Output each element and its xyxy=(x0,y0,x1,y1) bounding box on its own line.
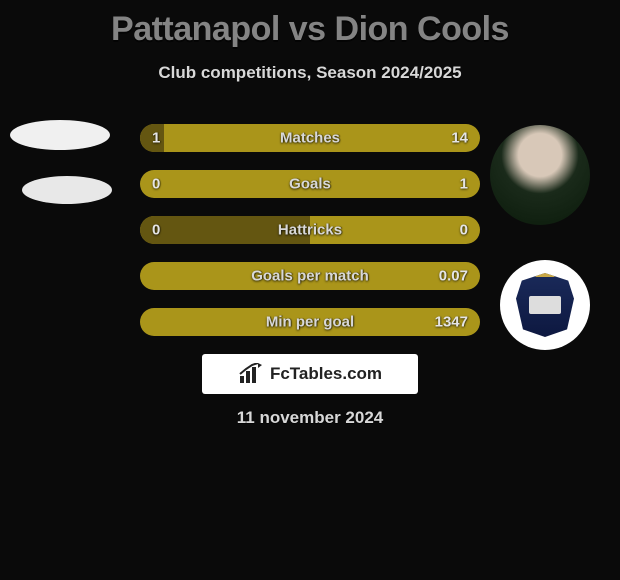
stats-container: 1Matches140Goals10Hattricks0Goals per ma… xyxy=(140,124,480,354)
stat-value-right: 1347 xyxy=(435,314,468,331)
stat-row: Min per goal1347 xyxy=(140,308,480,336)
player-left-avatar-placeholder-1 xyxy=(10,120,110,150)
stat-label: Hattricks xyxy=(140,222,480,239)
player-left-avatar-placeholder-2 xyxy=(22,176,112,204)
crest-shape xyxy=(516,273,574,337)
chart-icon xyxy=(238,363,264,385)
player-right-avatar xyxy=(490,125,590,225)
stat-label: Goals per match xyxy=(140,268,480,285)
crest-inner xyxy=(529,296,561,314)
branding-text: FcTables.com xyxy=(270,364,382,384)
subtitle: Club competitions, Season 2024/2025 xyxy=(0,63,620,83)
stat-row: Goals per match0.07 xyxy=(140,262,480,290)
stat-row: 0Goals1 xyxy=(140,170,480,198)
stat-label: Goals xyxy=(140,176,480,193)
stat-value-right: 1 xyxy=(460,176,468,193)
stat-value-right: 0.07 xyxy=(439,268,468,285)
date-text: 11 november 2024 xyxy=(0,408,620,428)
club-right-crest xyxy=(500,260,590,350)
page-title: Pattanapol vs Dion Cools xyxy=(0,0,620,49)
stat-value-right: 0 xyxy=(460,222,468,239)
stat-value-right: 14 xyxy=(451,130,468,147)
branding-badge: FcTables.com xyxy=(202,354,418,394)
stat-label: Min per goal xyxy=(140,314,480,331)
stat-row: 1Matches14 xyxy=(140,124,480,152)
stat-label: Matches xyxy=(140,130,480,147)
stat-row: 0Hattricks0 xyxy=(140,216,480,244)
